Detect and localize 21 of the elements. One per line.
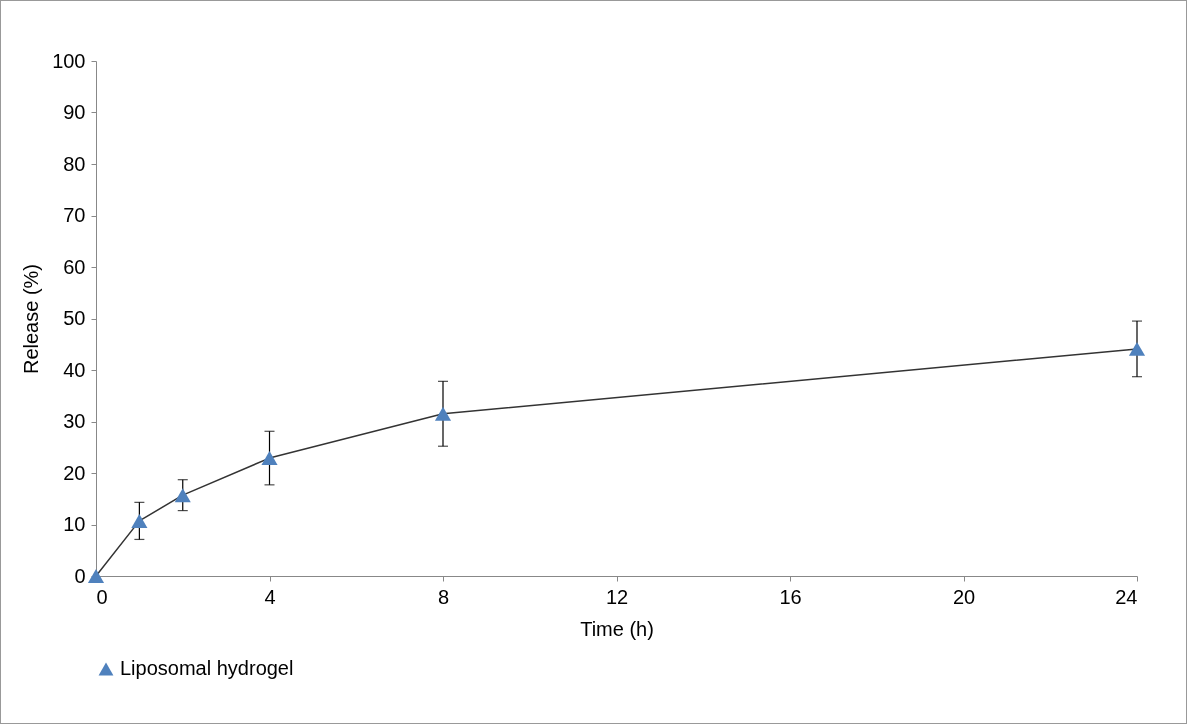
x-axis-title: Time (h) — [580, 617, 654, 640]
y-tick-label: 30 — [63, 410, 86, 432]
x-tick-label: 4 — [264, 585, 276, 608]
legend-label: Liposomal hydrogel — [120, 657, 294, 679]
x-tick-label: 12 — [605, 585, 629, 608]
y-tick-label: 90 — [63, 101, 86, 123]
x-tick-label: 8 — [437, 585, 450, 608]
y-tick-label: 40 — [63, 358, 86, 381]
y-tick-label: 10 — [63, 513, 86, 535]
y-tick-label: 60 — [63, 255, 86, 278]
y-tick-label: 80 — [63, 152, 86, 175]
y-tick-label: 50 — [63, 307, 86, 329]
y-tick-label: 20 — [63, 461, 86, 484]
y-axis-title: Release (%) — [20, 263, 43, 375]
y-tick-label: 0 — [74, 564, 86, 587]
x-tick-label: 0 — [96, 585, 108, 608]
y-tick-label: 100 — [52, 49, 86, 72]
y-tick-label: 70 — [63, 204, 86, 226]
x-tick-label: 20 — [952, 585, 976, 608]
x-tick-label: 24 — [1115, 585, 1138, 608]
x-tick-label: 16 — [779, 585, 802, 608]
